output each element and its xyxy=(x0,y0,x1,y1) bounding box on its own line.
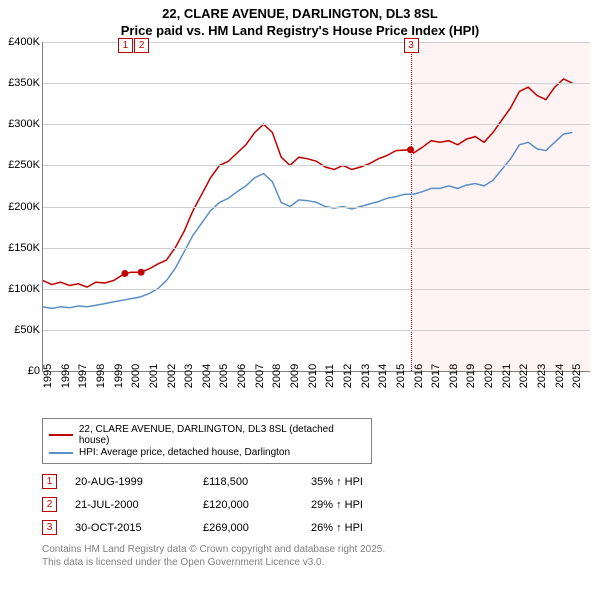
x-axis-label: 2007 xyxy=(254,364,266,388)
y-axis-label: £350K xyxy=(8,77,43,89)
x-axis-label: 2009 xyxy=(289,364,301,388)
license-line: This data is licensed under the Open Gov… xyxy=(42,556,590,569)
y-axis-label: £400K xyxy=(8,36,43,48)
x-axis-label: 2000 xyxy=(130,364,142,388)
x-axis-label: 2024 xyxy=(554,364,566,388)
legend: 22, CLARE AVENUE, DARLINGTON, DL3 8SL (d… xyxy=(42,418,372,464)
legend-swatch xyxy=(49,434,73,436)
event-marker-box: 3 xyxy=(42,520,57,535)
y-axis-label: £150K xyxy=(8,242,43,254)
event-pct: 26% ↑ HPI xyxy=(311,522,401,534)
x-axis-label: 1996 xyxy=(60,364,72,388)
x-axis-label: 2005 xyxy=(218,364,230,388)
x-axis-label: 2020 xyxy=(483,364,495,388)
event-marker-box: 1 xyxy=(42,474,57,489)
x-axis-label: 2003 xyxy=(183,364,195,388)
event-date: 30-OCT-2015 xyxy=(75,522,185,534)
event-pct: 35% ↑ HPI xyxy=(311,476,401,488)
event-price: £120,000 xyxy=(203,499,293,511)
title-line-2: Price paid vs. HM Land Registry's House … xyxy=(0,23,600,38)
event-marker-box: 2 xyxy=(42,497,57,512)
chart-marker-box: 3 xyxy=(404,38,419,53)
title-line-1: 22, CLARE AVENUE, DARLINGTON, DL3 8SL xyxy=(0,6,600,21)
x-axis-label: 2012 xyxy=(342,364,354,388)
x-axis-label: 2002 xyxy=(166,364,178,388)
y-axis-label: £250K xyxy=(8,159,43,171)
y-axis-label: £100K xyxy=(8,283,43,295)
x-axis-label: 2019 xyxy=(465,364,477,388)
x-axis-label: 2008 xyxy=(271,364,283,388)
event-date: 21-JUL-2000 xyxy=(75,499,185,511)
x-axis-label: 2004 xyxy=(201,364,213,388)
x-axis-label: 2016 xyxy=(413,364,425,388)
x-axis-labels: 1995199619971998199920002001200220032004… xyxy=(42,372,590,412)
legend-item: 22, CLARE AVENUE, DARLINGTON, DL3 8SL (d… xyxy=(49,424,365,446)
x-axis-label: 2011 xyxy=(324,364,336,388)
x-axis-label: 1998 xyxy=(95,364,107,388)
x-axis-label: 1995 xyxy=(42,364,54,388)
x-axis-label: 2023 xyxy=(536,364,548,388)
chart-container: 22, CLARE AVENUE, DARLINGTON, DL3 8SL Pr… xyxy=(0,0,600,569)
event-pct: 29% ↑ HPI xyxy=(311,499,401,511)
event-price: £118,500 xyxy=(203,476,293,488)
x-axis-label: 2013 xyxy=(360,364,372,388)
license-line: Contains HM Land Registry data © Crown c… xyxy=(42,543,590,556)
x-axis-label: 2017 xyxy=(430,364,442,388)
legend-swatch xyxy=(49,452,73,454)
x-axis-label: 1997 xyxy=(77,364,89,388)
plot-area: £0£50K£100K£150K£200K£250K£300K£350K£400… xyxy=(42,42,590,372)
event-date: 20-AUG-1999 xyxy=(75,476,185,488)
event-row: 1 20-AUG-1999 £118,500 35% ↑ HPI xyxy=(42,470,590,493)
license-text: Contains HM Land Registry data © Crown c… xyxy=(42,543,590,569)
x-axis-label: 2010 xyxy=(307,364,319,388)
x-axis-label: 2025 xyxy=(571,364,583,388)
y-axis-label: £50K xyxy=(14,324,43,336)
x-axis-label: 2015 xyxy=(395,364,407,388)
title-block: 22, CLARE AVENUE, DARLINGTON, DL3 8SL Pr… xyxy=(0,0,600,42)
x-axis-label: 1999 xyxy=(113,364,125,388)
y-axis-label: £0 xyxy=(28,365,43,377)
x-axis-label: 2022 xyxy=(518,364,530,388)
event-row: 2 21-JUL-2000 £120,000 29% ↑ HPI xyxy=(42,493,590,516)
events-table: 1 20-AUG-1999 £118,500 35% ↑ HPI 2 21-JU… xyxy=(42,470,590,539)
x-axis-label: 2001 xyxy=(148,364,160,388)
x-axis-label: 2014 xyxy=(377,364,389,388)
event-price: £269,000 xyxy=(203,522,293,534)
chart-plot: £0£50K£100K£150K£200K£250K£300K£350K£400… xyxy=(42,42,590,372)
chart-marker-box: 1 xyxy=(118,38,133,53)
y-axis-label: £300K xyxy=(8,118,43,130)
legend-label: HPI: Average price, detached house, Darl… xyxy=(79,447,290,458)
x-axis-label: 2018 xyxy=(448,364,460,388)
x-axis-label: 2006 xyxy=(236,364,248,388)
event-row: 3 30-OCT-2015 £269,000 26% ↑ HPI xyxy=(42,516,590,539)
y-axis-label: £200K xyxy=(8,201,43,213)
x-axis-label: 2021 xyxy=(501,364,513,388)
chart-marker-box: 2 xyxy=(134,38,149,53)
legend-item: HPI: Average price, detached house, Darl… xyxy=(49,447,365,458)
legend-label: 22, CLARE AVENUE, DARLINGTON, DL3 8SL (d… xyxy=(79,424,365,446)
